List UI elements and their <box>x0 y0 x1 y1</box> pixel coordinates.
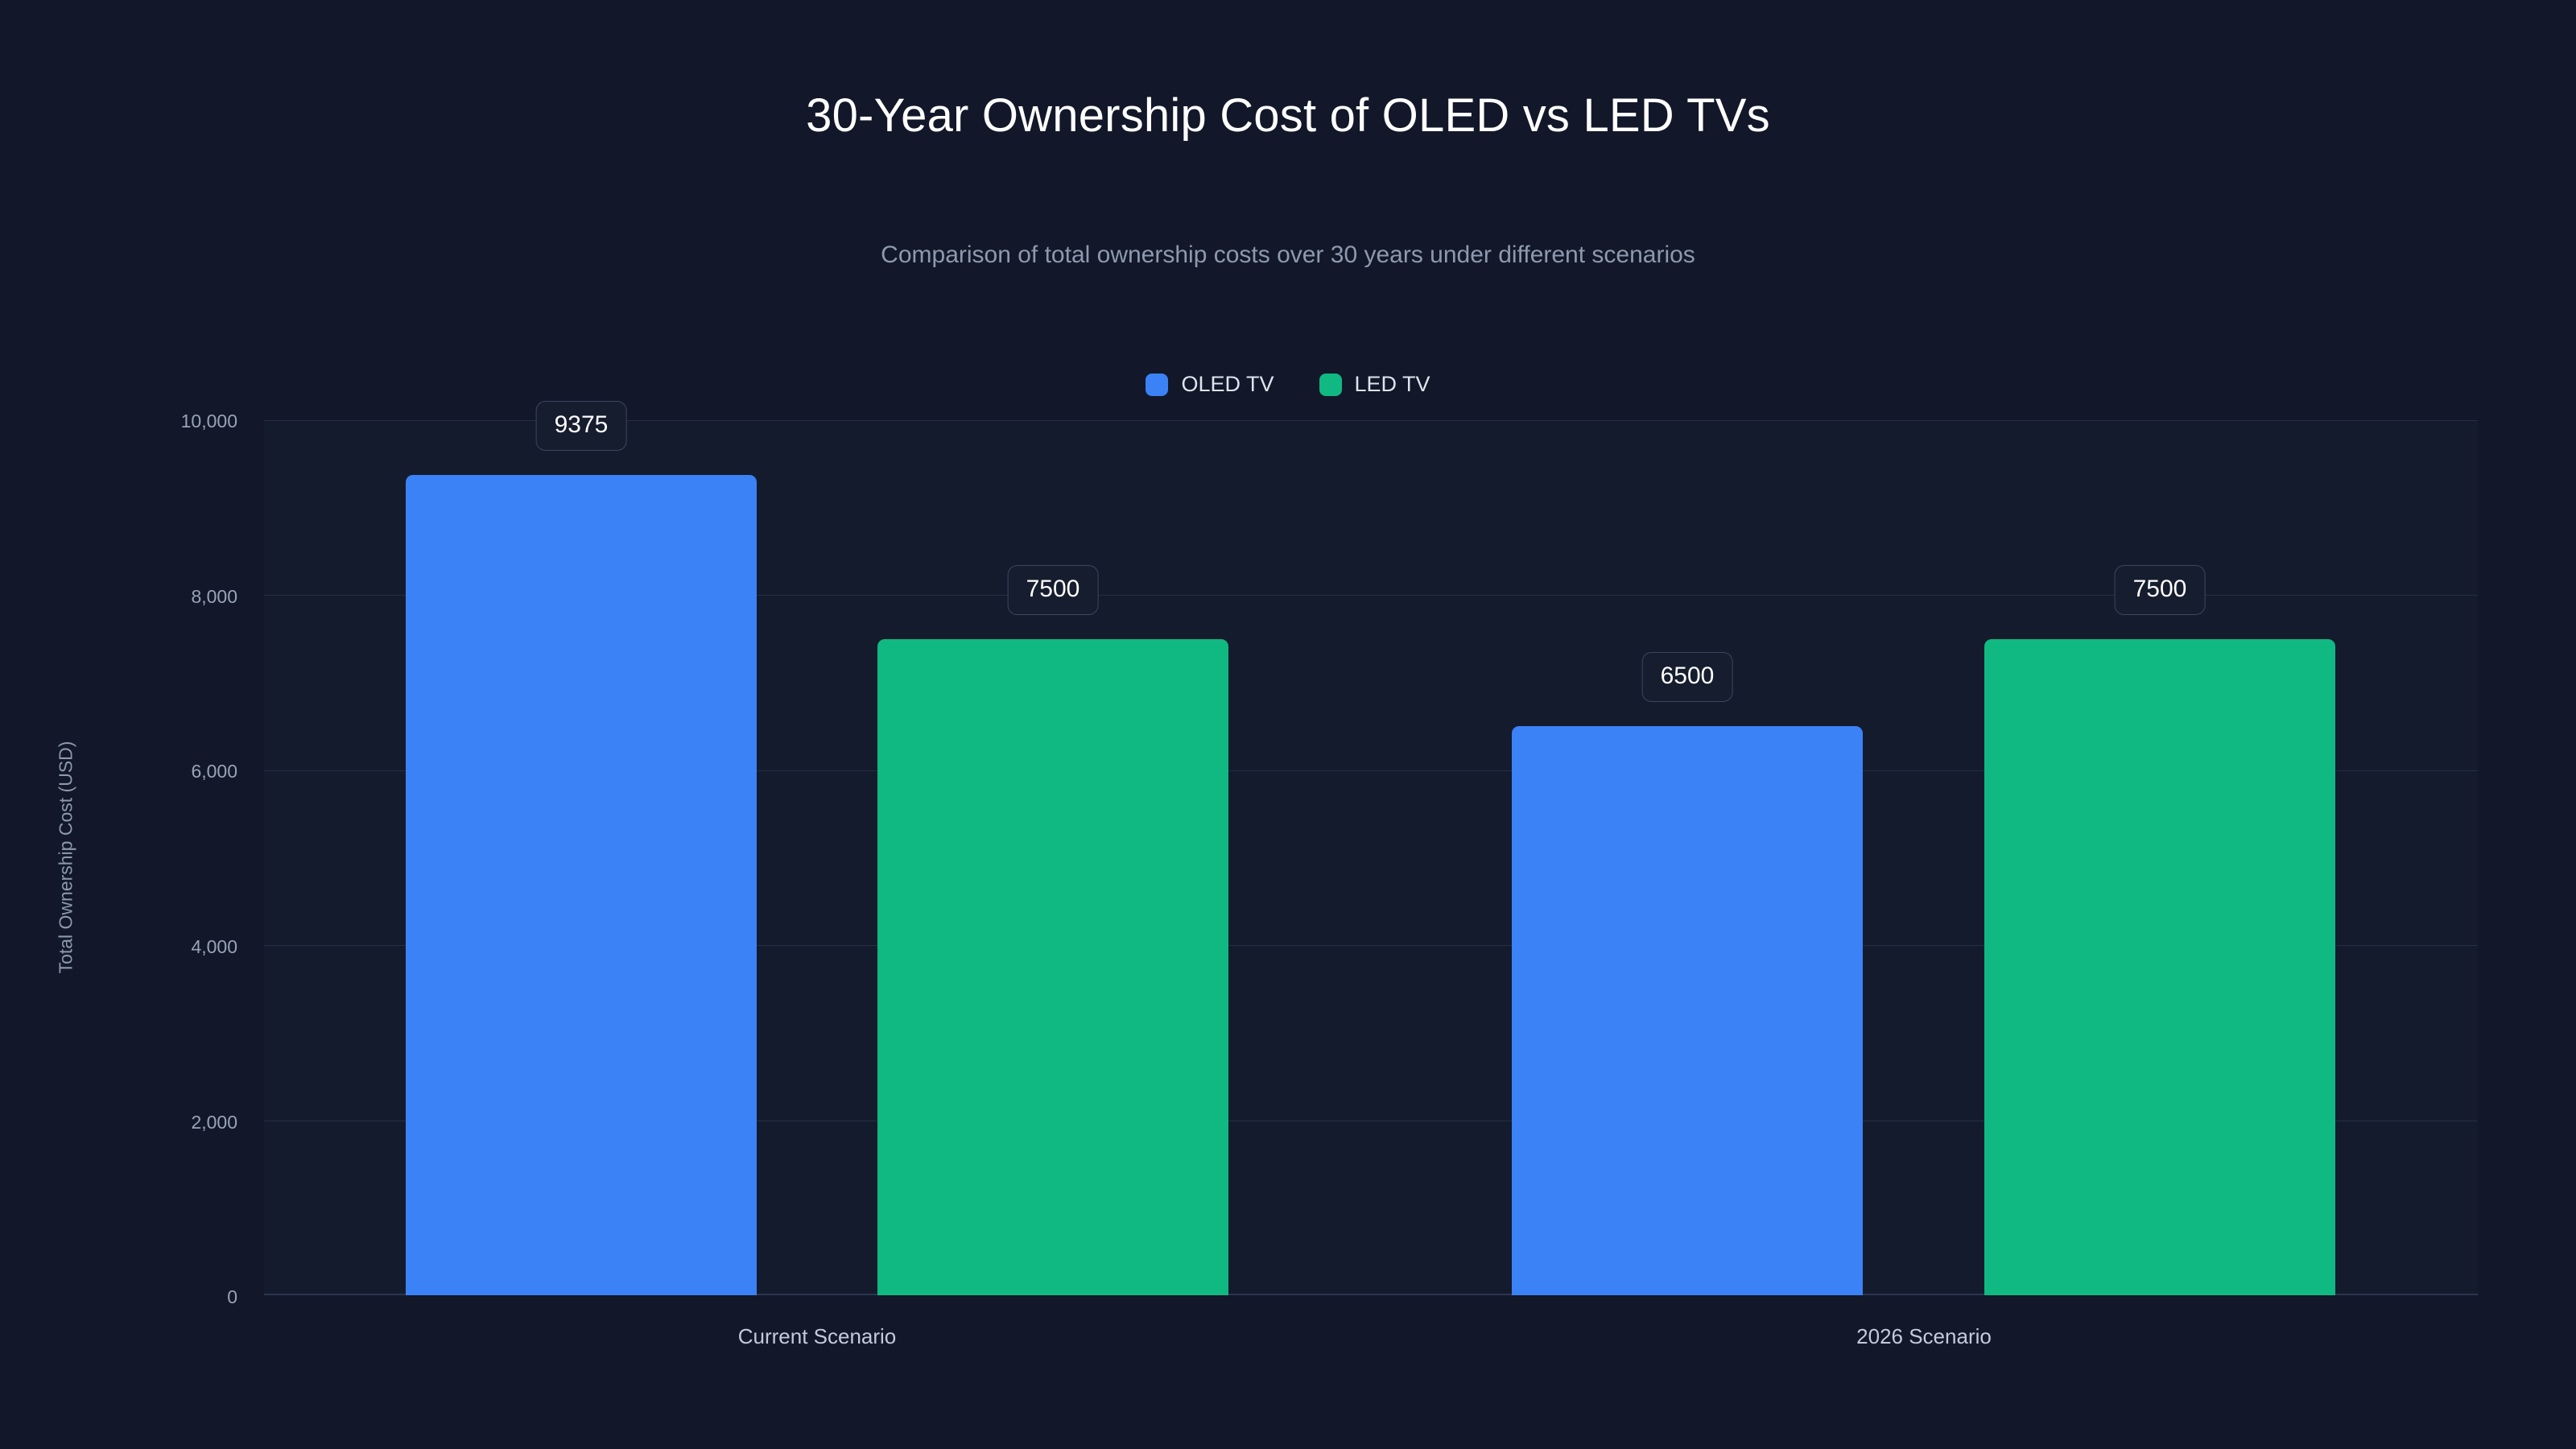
x-axis-baseline <box>264 1294 2478 1295</box>
gridline-8000 <box>264 595 2478 596</box>
chart-legend: OLED TV LED TV <box>0 372 2576 397</box>
y-tick-label-8000: 8,000 <box>191 586 237 607</box>
data-label-oled-2026: 6500 <box>1641 652 1733 702</box>
gridline-10000 <box>264 420 2478 421</box>
plot-area <box>264 420 2478 1295</box>
y-tick-label-4000: 4,000 <box>191 936 237 957</box>
legend-label-oled: OLED TV <box>1181 372 1274 396</box>
bar-led-2026[interactable] <box>1984 639 2335 1295</box>
x-tick-label-2026-scenario: 2026 Scenario <box>1856 1324 1992 1348</box>
data-label-led-2026: 7500 <box>2114 565 2206 615</box>
data-label-oled-current: 9375 <box>535 401 627 451</box>
chart-subtitle: Comparison of total ownership costs over… <box>881 242 1695 268</box>
gridline-4000 <box>264 945 2478 946</box>
bar-led-current[interactable] <box>877 639 1228 1295</box>
y-tick-label-0: 0 <box>227 1286 237 1307</box>
x-tick-label-current-scenario: Current Scenario <box>737 1324 897 1348</box>
y-tick-label-10000: 10,000 <box>180 411 237 431</box>
y-tick-label-6000: 6,000 <box>191 761 237 782</box>
legend-item-led-tv[interactable]: LED TV <box>1319 372 1430 397</box>
data-label-led-current: 7500 <box>1007 565 1099 615</box>
y-tick-label-2000: 2,000 <box>191 1112 237 1133</box>
chart-title: 30-Year Ownership Cost of OLED vs LED TV… <box>806 89 1770 142</box>
gridline-6000 <box>264 770 2478 771</box>
legend-item-oled-tv[interactable]: OLED TV <box>1146 372 1274 397</box>
legend-swatch-icon-led <box>1319 373 1342 396</box>
legend-label-led: LED TV <box>1354 372 1430 396</box>
bar-oled-current[interactable] <box>406 475 757 1295</box>
bar-oled-2026[interactable] <box>1512 726 1863 1295</box>
legend-swatch-icon-oled <box>1146 373 1169 396</box>
